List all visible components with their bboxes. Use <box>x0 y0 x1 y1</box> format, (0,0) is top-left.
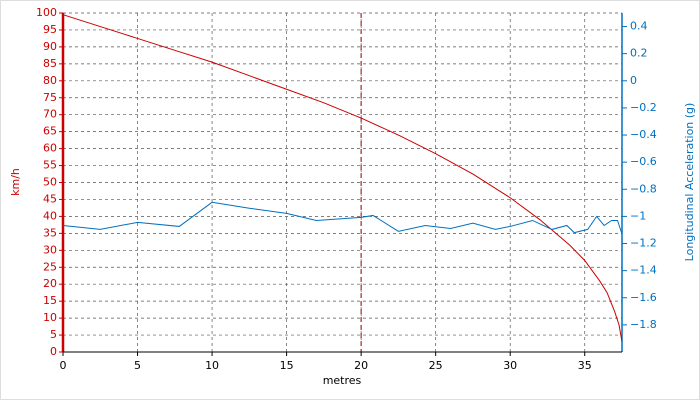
x-tick-label: 30 <box>503 359 517 372</box>
y2-tick-label: −0.8 <box>630 182 657 195</box>
y-tick-label: 95 <box>43 23 57 36</box>
y2-tick-label: 0.4 <box>630 20 648 33</box>
y2-tick-label: −1 <box>630 209 646 222</box>
y-tick-label: 5 <box>50 328 57 341</box>
y2-tick-label: −0.4 <box>630 128 657 141</box>
y-tick-label: 65 <box>43 125 57 138</box>
y-tick-label: 50 <box>43 176 57 189</box>
data-line <box>62 201 623 235</box>
y-tick-label: 55 <box>43 159 57 172</box>
y-tick-label: 60 <box>43 142 57 155</box>
y2-axis-label: Longitudinal Acceleration (g) <box>683 103 696 262</box>
x-tick-label: 35 <box>578 359 592 372</box>
x-axis-label: metres <box>323 374 362 387</box>
y-tick-label: 0 <box>50 345 57 358</box>
y2-tick-label: 0 <box>630 74 637 87</box>
y2-tick-label: −1.6 <box>630 291 657 304</box>
y-tick-label: 10 <box>43 311 57 324</box>
y-tick-label: 45 <box>43 192 57 205</box>
y-tick-label: 80 <box>43 74 57 87</box>
y-tick-label: 90 <box>43 40 57 53</box>
x-tick-label: 25 <box>429 359 443 372</box>
x-tick-label: 0 <box>60 359 67 372</box>
y-tick-label: 85 <box>43 57 57 70</box>
y2-tick-label: −1.2 <box>630 237 657 250</box>
x-tick-label: 10 <box>205 359 219 372</box>
y-tick-label: 30 <box>43 243 57 256</box>
y2-tick-label: −0.6 <box>630 155 657 168</box>
y2-tick-label: −0.2 <box>630 101 657 114</box>
x-tick-label: 15 <box>280 359 294 372</box>
y-tick-label: 70 <box>43 108 57 121</box>
y-tick-label: 100 <box>36 6 57 19</box>
y-tick-label: 75 <box>43 91 57 104</box>
y2-tick-label: 0.2 <box>630 47 648 60</box>
x-tick-label: 20 <box>354 359 368 372</box>
y-tick-label: 25 <box>43 260 57 273</box>
y-tick-label: 15 <box>43 294 57 307</box>
y-axis-label: km/h <box>9 168 22 196</box>
y2-tick-label: −1.8 <box>630 318 657 331</box>
y-tick-label: 20 <box>43 277 57 290</box>
y2-tick-label: −1.4 <box>630 264 657 277</box>
x-tick-label: 5 <box>134 359 141 372</box>
data-line <box>62 14 623 342</box>
y-tick-label: 35 <box>43 226 57 239</box>
y-tick-label: 40 <box>43 209 57 222</box>
